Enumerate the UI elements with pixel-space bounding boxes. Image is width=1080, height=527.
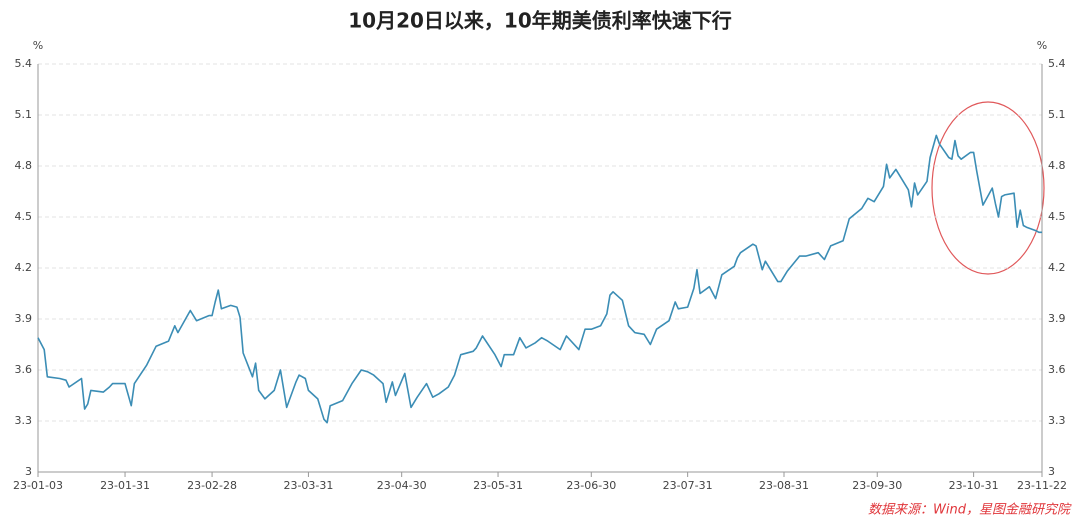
- source-note: 数据来源：Wind，星图金融研究院: [868, 502, 1072, 518]
- y2-unit: %: [1037, 39, 1047, 52]
- y2-tick-label: 3.6: [1048, 363, 1066, 376]
- data-line: [37, 134, 1042, 424]
- x-tick-label: 23-06-30: [566, 479, 616, 492]
- x-tick-label: 23-04-30: [377, 479, 427, 492]
- x-tick-label: 23-08-31: [759, 479, 809, 492]
- y2-tick-label: 3.9: [1048, 312, 1066, 325]
- y2-tick-label: 5.4: [1048, 57, 1066, 70]
- x-tick-label: 23-05-31: [473, 479, 523, 492]
- x-tick-label: 23-01-31: [100, 479, 150, 492]
- y2-tick-label: 3.3: [1048, 414, 1066, 427]
- x-tick-label: 23-09-30: [852, 479, 902, 492]
- x-tick-label: 23-10-31: [949, 479, 999, 492]
- y2-tick-label: 4.5: [1048, 210, 1066, 223]
- highlight-ellipse: [931, 101, 1045, 275]
- x-tick-label: 23-11-22: [1017, 479, 1067, 492]
- y-tick-label: 3.3: [15, 414, 33, 427]
- y2-tick-label: 5.1: [1048, 108, 1066, 121]
- x-tick-label: 23-07-31: [663, 479, 713, 492]
- y2-tick-label: 4.2: [1048, 261, 1066, 274]
- y-tick-label: 4.8: [15, 159, 33, 172]
- chart-title: 10月20日以来，10年期美债利率快速下行: [348, 9, 732, 33]
- x-tick-label: 23-01-03: [13, 479, 63, 492]
- y-unit: %: [33, 39, 43, 52]
- y-tick-label: 4.5: [15, 210, 33, 223]
- x-tick-label: 23-03-31: [283, 479, 333, 492]
- y2-tick-label: 3: [1048, 465, 1055, 478]
- y-tick-label: 3.9: [15, 312, 33, 325]
- y-tick-label: 5.4: [15, 57, 33, 70]
- y2-tick-label: 4.8: [1048, 159, 1066, 172]
- y-tick-label: 3: [25, 465, 32, 478]
- y-tick-label: 5.1: [15, 108, 33, 121]
- y-tick-label: 3.6: [15, 363, 33, 376]
- x-tick-label: 23-02-28: [187, 479, 237, 492]
- y-tick-label: 4.2: [15, 261, 33, 274]
